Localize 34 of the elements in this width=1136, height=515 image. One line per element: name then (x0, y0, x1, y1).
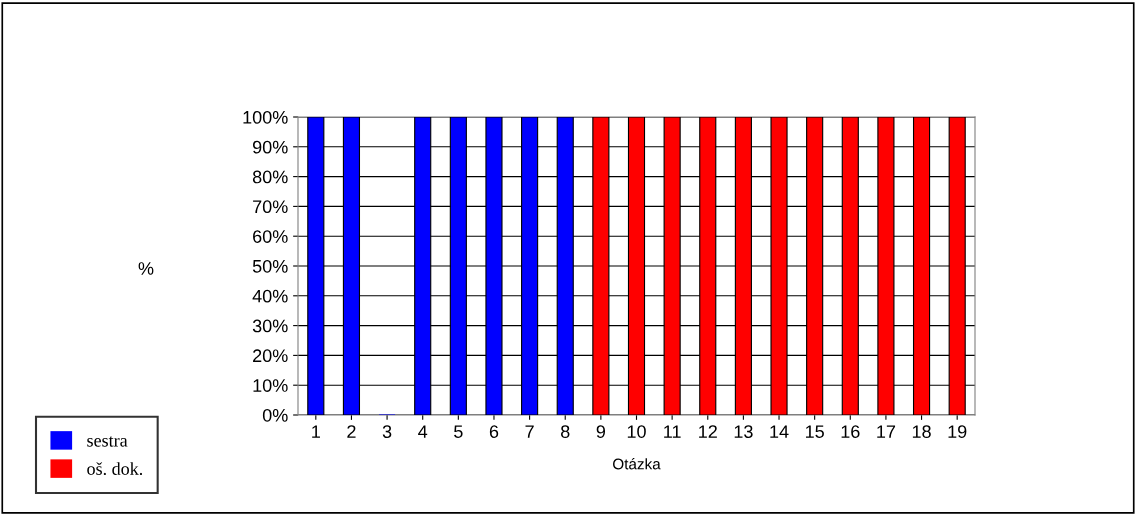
y-tick-label: 40% (252, 289, 288, 303)
x-tick-label: 17 (877, 425, 896, 438)
x-tick-label: 14 (770, 425, 789, 438)
x-tick-label: 7 (525, 425, 534, 438)
x-axis-title: Otázka (613, 458, 661, 470)
legend-label: sestra (87, 436, 128, 447)
y-tick-label: 100% (243, 110, 288, 124)
y-tick-label: 0% (262, 408, 288, 422)
y-tick-label: 20% (253, 349, 288, 363)
text: % (138, 262, 154, 275)
y-tick-label: 10% (253, 379, 288, 392)
x-tick-label: 6 (489, 425, 499, 438)
x-tick-label: 10 (627, 425, 646, 438)
x-tick-label: 16 (841, 425, 860, 438)
y-tick-label: 80% (252, 170, 288, 184)
y-tick-label: 70% (253, 200, 288, 214)
x-tick-label: 11 (664, 425, 681, 438)
y-tick-label: 60% (253, 230, 288, 243)
x-tick-label: 1 (312, 425, 320, 438)
y-tick-label: 90% (252, 140, 288, 154)
x-tick-label: 19 (948, 425, 967, 438)
x-tick-label: 15 (805, 425, 824, 438)
legend-label: oš. dok. (87, 462, 143, 475)
x-tick-label: 18 (912, 425, 931, 438)
x-tick-label: 4 (418, 425, 428, 438)
y-tick-label: 50% (252, 259, 288, 273)
x-tick-label: 12 (699, 425, 717, 438)
x-tick-label: 5 (454, 425, 463, 438)
x-tick-label: 3 (382, 425, 392, 438)
x-tick-label: 13 (734, 425, 753, 438)
x-tick-label: 9 (596, 425, 606, 438)
x-tick-label: 2 (347, 425, 356, 438)
y-tick-label: 30% (252, 319, 288, 333)
x-tick-label: 8 (561, 425, 570, 438)
